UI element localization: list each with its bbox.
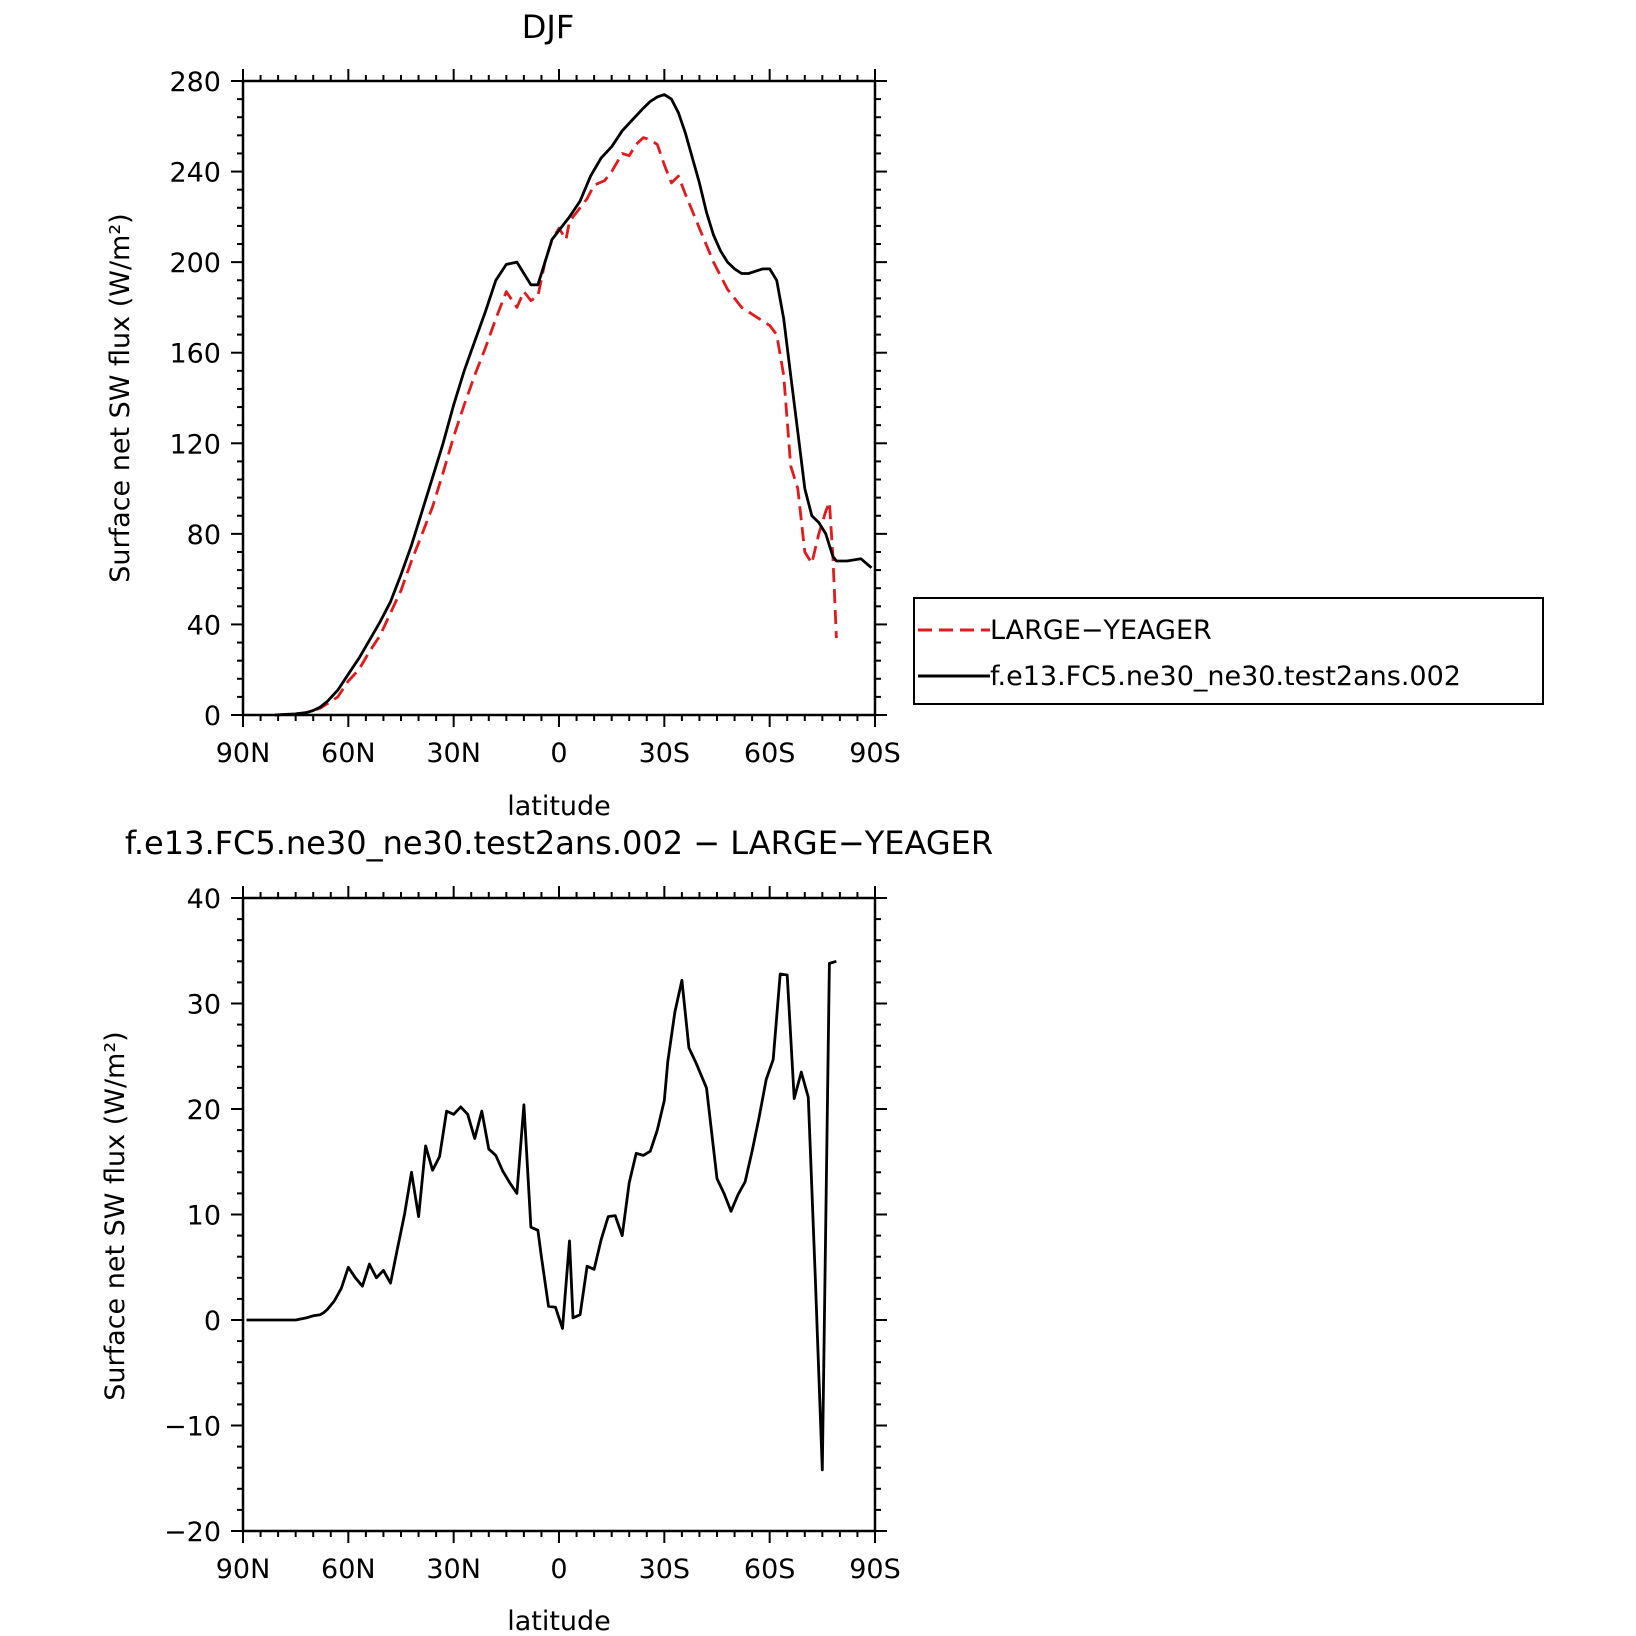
top-y-axis-label: Surface net SW flux (W/m²) [105, 213, 136, 582]
bottom-y-tick-label: 10 [187, 1201, 221, 1232]
bottom-x-axis-label: latitude [507, 1606, 611, 1636]
top-x-tick-label: 0 [550, 738, 567, 769]
bottom-y-tick-label: 20 [187, 1095, 221, 1126]
legend-label-model: f.e13.FC5.ne30_ne30.test2ans.002 [990, 661, 1461, 692]
bottom-chart-panel: f.e13.FC5.ne30_ne30.test2ans.002 − LARGE… [100, 824, 993, 1636]
bottom-x-tick-label: 90S [849, 1554, 901, 1585]
top-y-tick-label: 40 [187, 610, 221, 641]
top-x-tick-label: 60N [321, 738, 376, 769]
top-y-tick-label: 240 [169, 158, 221, 189]
top-x-tick-label: 30S [639, 738, 691, 769]
top-chart-title: DJF [522, 8, 574, 46]
bottom-y-tick-label: 40 [187, 884, 221, 915]
bottom-x-tick-label: 60S [744, 1554, 796, 1585]
bottom-x-tick-label: 0 [550, 1554, 567, 1585]
legend: LARGE−YEAGER f.e13.FC5.ne30_ne30.test2an… [913, 597, 1544, 705]
bottom-x-tick-label: 30S [639, 1554, 691, 1585]
top-series-line-0 [274, 136, 838, 717]
bottom-y-tick-label: −10 [164, 1412, 221, 1443]
top-y-tick-label: 160 [169, 339, 221, 370]
top-plot-frame [241, 79, 877, 717]
legend-label-large-yeager: LARGE−YEAGER [990, 615, 1212, 646]
bottom-y-axis-label: Surface net SW flux (W/m²) [100, 1031, 131, 1400]
top-x-tick-label: 90S [849, 738, 901, 769]
top-series-line-1 [274, 93, 873, 717]
bottom-series-line-0 [246, 959, 837, 1472]
bottom-x-tick-label: 90N [216, 1554, 271, 1585]
top-x-tick-label: 60S [744, 738, 796, 769]
top-y-tick-label: 80 [187, 520, 221, 551]
bottom-y-tick-label: 30 [187, 990, 221, 1021]
top-chart-panel: DJF 90N 60N 30N 0 30S 60S 90S 0 40 80 120 160 200 240… [105, 8, 901, 822]
top-x-axis-label: latitude [507, 791, 611, 822]
bottom-y-tick-label: 0 [204, 1306, 221, 1337]
top-y-tick-label: 200 [169, 248, 221, 279]
bottom-x-tick-label: 60N [321, 1554, 376, 1585]
top-y-tick-label: 280 [169, 67, 221, 98]
legend-box [913, 597, 1544, 705]
bottom-plot-frame [241, 896, 877, 1533]
top-y-tick-label: 0 [204, 701, 221, 732]
bottom-chart-title: f.e13.FC5.ne30_ne30.test2ans.002 − LARGE… [125, 824, 993, 862]
bottom-y-tick-label: −20 [164, 1517, 221, 1548]
top-y-tick-label: 120 [169, 429, 221, 460]
top-x-tick-label: 90N [216, 738, 271, 769]
top-x-tick-label: 30N [426, 738, 481, 769]
bottom-x-tick-label: 30N [426, 1554, 481, 1585]
